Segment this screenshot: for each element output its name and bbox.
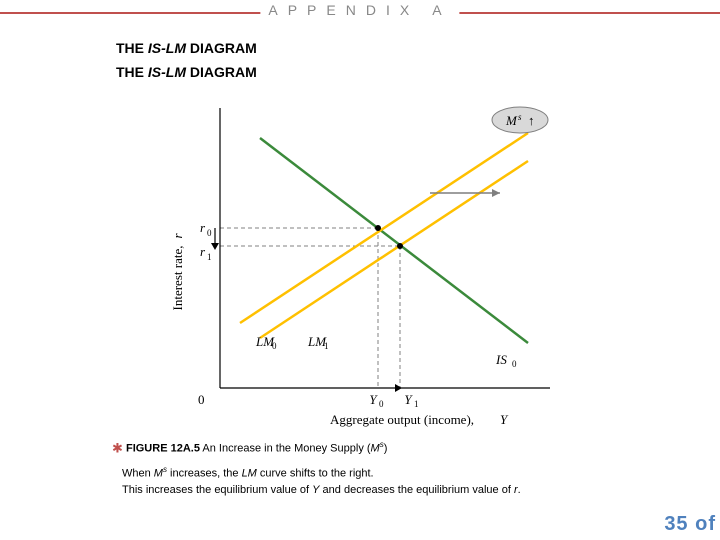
cb2b: and decreases the equilibrium value of: [320, 484, 514, 496]
title1-suffix: DIAGRAM: [186, 40, 257, 56]
svg-text:r: r: [170, 233, 185, 239]
title2-italic: IS-LM: [148, 64, 186, 80]
svg-text:Y: Y: [500, 412, 509, 427]
cb1m: M: [154, 468, 163, 480]
caption-bullet-icon: ✱: [112, 441, 123, 456]
svg-text:0: 0: [512, 359, 517, 369]
figure-title-post: ): [384, 443, 388, 455]
svg-text:0: 0: [272, 341, 277, 351]
cb2a: This increases the equilibrium value of: [122, 484, 312, 496]
title2-prefix: THE: [116, 64, 148, 80]
cb1lm: LM: [242, 468, 257, 480]
svg-text:1: 1: [324, 341, 329, 351]
svg-text:Y: Y: [369, 392, 378, 407]
cb2c: .: [518, 484, 521, 496]
svg-text:0: 0: [207, 228, 212, 238]
caption-body-line1: When Ms increases, the LM curve shifts t…: [122, 464, 521, 482]
svg-text:r: r: [200, 220, 206, 235]
svg-text:↑: ↑: [528, 113, 535, 128]
svg-text:s: s: [518, 112, 522, 122]
figure-caption: ✱ FIGURE 12A.5 An Increase in the Money …: [112, 440, 387, 457]
appendix-label: APPENDIX A: [260, 2, 459, 18]
svg-text:0: 0: [198, 392, 205, 407]
title1-prefix: THE: [116, 40, 148, 56]
islm-chart: r0r1Y0Y1LM0LM1IS00Aggregate output (inco…: [160, 98, 560, 418]
cb2y: Y: [312, 484, 319, 496]
svg-text:M: M: [505, 113, 518, 128]
section-title-1: THE IS-LM DIAGRAM: [116, 40, 257, 56]
svg-text:1: 1: [414, 399, 419, 409]
svg-text:IS: IS: [495, 352, 507, 367]
svg-text:Y: Y: [404, 392, 413, 407]
figure-title-pre: An Increase in the Money Supply (: [200, 443, 371, 455]
svg-text:r: r: [200, 244, 206, 259]
svg-text:Interest rate,: Interest rate,: [170, 246, 185, 311]
figure-title-m: M: [371, 443, 380, 455]
cb1b: increases, the: [167, 468, 242, 480]
page-number: 35 of: [664, 513, 716, 536]
title2-suffix: DIAGRAM: [186, 64, 257, 80]
title1-italic: IS-LM: [148, 40, 186, 56]
figure-number: FIGURE 12A.5: [126, 443, 200, 455]
cb1c: curve shifts to the right.: [257, 468, 374, 480]
cb1a: When: [122, 468, 154, 480]
caption-body-line2: This increases the equilibrium value of …: [122, 482, 521, 499]
svg-text:1: 1: [207, 252, 212, 262]
svg-text:Aggregate output (income),: Aggregate output (income),: [330, 412, 474, 427]
figure-caption-body: When Ms increases, the LM curve shifts t…: [122, 464, 521, 499]
svg-text:0: 0: [379, 399, 384, 409]
section-title-2: THE IS-LM DIAGRAM: [116, 64, 257, 80]
